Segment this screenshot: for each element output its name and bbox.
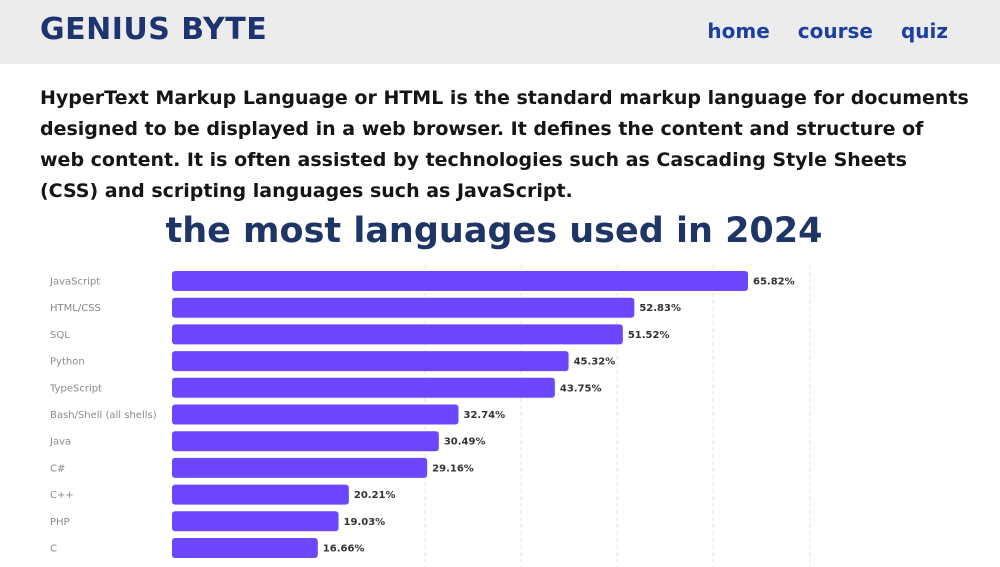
bar — [172, 351, 569, 372]
value-label: 19.03% — [344, 517, 386, 528]
nav-course-link[interactable]: course — [797, 19, 873, 43]
languages-bar-chart: JavaScript 65.82% HTML/CSS 52.83% SQL 51.52% P… — [49, 265, 811, 567]
bar — [172, 271, 748, 291]
category-label: C# — [50, 463, 65, 474]
bar — [172, 377, 555, 398]
value-label: 45.32% — [574, 357, 616, 368]
category-label: TypeScript — [49, 383, 102, 394]
value-label: 43.75% — [560, 383, 602, 394]
bar — [172, 484, 349, 505]
value-label: 29.16% — [432, 463, 474, 474]
category-label: PHP — [50, 517, 70, 528]
value-label: 52.83% — [639, 303, 681, 314]
nav-quiz-link[interactable]: quiz — [900, 19, 948, 43]
category-label: C++ — [50, 490, 74, 501]
value-label: 32.74% — [464, 410, 506, 421]
site-header: GENIUS BYTE home course quiz — [0, 0, 1000, 64]
bar — [172, 297, 635, 318]
category-label: JavaScript — [49, 277, 100, 288]
bar — [172, 511, 339, 532]
bar — [172, 431, 439, 452]
value-label: 16.66% — [323, 544, 365, 555]
bar — [172, 457, 428, 478]
category-label: C — [50, 544, 57, 555]
bar — [172, 404, 459, 425]
chart-title: the most languages used in 2024 — [165, 211, 823, 251]
category-label: SQL — [50, 330, 70, 341]
category-label: Python — [50, 357, 85, 368]
value-label: 30.49% — [444, 437, 486, 448]
value-label: 20.21% — [354, 490, 396, 501]
value-label: 65.82% — [753, 277, 795, 288]
category-label: Bash/Shell (all shells) — [50, 410, 157, 421]
bar — [172, 538, 318, 558]
category-label: Java — [49, 437, 71, 448]
value-label: 51.52% — [628, 330, 670, 341]
category-label: HTML/CSS — [50, 303, 101, 314]
main-nav: home course quiz — [707, 19, 948, 43]
site-logo[interactable]: GENIUS BYTE — [40, 12, 268, 47]
bar — [172, 324, 623, 345]
nav-home-link[interactable]: home — [707, 19, 770, 43]
intro-paragraph: HyperText Markup Language or HTML is the… — [40, 87, 969, 202]
